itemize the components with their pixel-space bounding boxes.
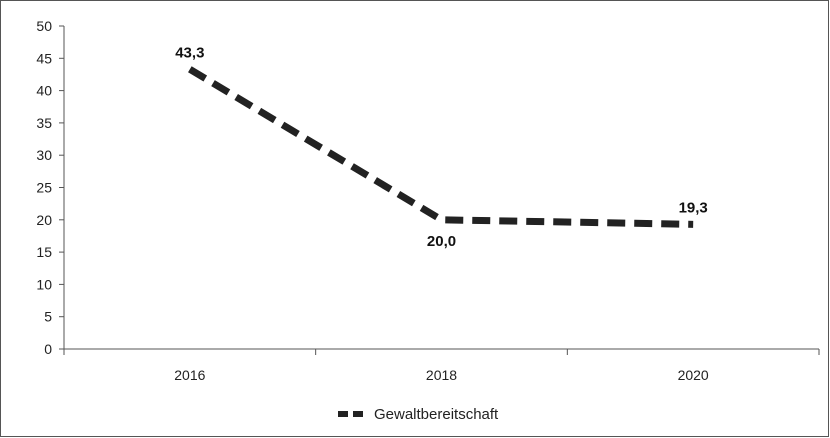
- y-tick-label: 10: [36, 276, 52, 292]
- x-tick-label: 2020: [678, 367, 709, 383]
- y-tick-label: 5: [44, 309, 52, 325]
- y-tick-label: 20: [36, 212, 52, 228]
- y-tick-label: 40: [36, 83, 52, 99]
- y-tick-label: 45: [36, 50, 52, 66]
- y-tick-label: 0: [44, 341, 52, 357]
- x-tick-label: 2016: [174, 367, 205, 383]
- y-tick-label: 30: [36, 147, 52, 163]
- x-tick-label: 2018: [426, 367, 457, 383]
- data-label: 19,3: [679, 199, 708, 216]
- y-tick-label: 25: [36, 180, 52, 196]
- legend-label: Gewaltbereitschaft: [374, 406, 499, 423]
- y-tick-label: 35: [36, 115, 52, 131]
- data-label: 20,0: [427, 233, 456, 250]
- y-tick-label: 15: [36, 244, 52, 260]
- data-label: 43,3: [175, 44, 204, 61]
- y-tick-label: 50: [36, 18, 52, 34]
- series-line-gewaltbereitschaft: [188, 66, 694, 228]
